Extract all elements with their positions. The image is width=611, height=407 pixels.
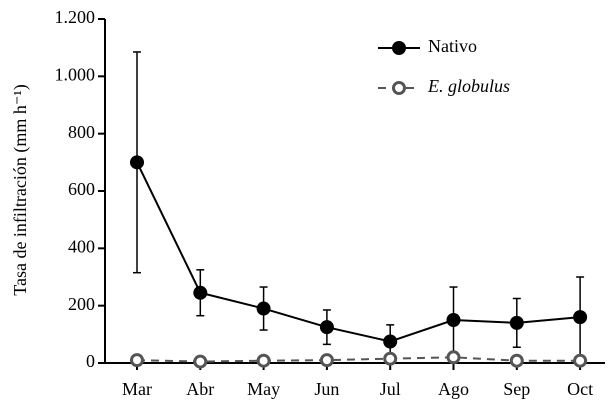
- point: [130, 353, 144, 368]
- point: [509, 315, 524, 330]
- point: [446, 313, 461, 327]
- x-tick-label: Ago: [438, 379, 469, 399]
- x-tick-label: Jul: [380, 379, 401, 399]
- y-tick-label: 200: [68, 294, 95, 314]
- point: [256, 353, 271, 368]
- series-line: [136, 356, 581, 363]
- point: [446, 350, 461, 365]
- legend-label: Nativo: [428, 36, 477, 56]
- point: [383, 334, 398, 349]
- x-tick-label: Mar: [122, 379, 152, 399]
- x-tick-label: Jun: [314, 379, 339, 399]
- y-axis-label: Tasa de infiltración (mm h⁻¹): [10, 84, 31, 296]
- x-tick-label: Abr: [186, 379, 214, 399]
- x-tick-label: Oct: [567, 379, 593, 399]
- legend-marker: [392, 81, 406, 95]
- point: [130, 155, 144, 170]
- y-tick-label: 600: [68, 179, 95, 199]
- point: [383, 351, 398, 366]
- y-tick-label: 400: [68, 236, 95, 256]
- x-tick-label: May: [247, 379, 280, 399]
- y-tick-label: 1.200: [55, 7, 96, 27]
- point: [573, 310, 588, 325]
- point: [573, 353, 588, 368]
- point: [509, 353, 524, 368]
- legend-label: E. globulus: [427, 76, 510, 96]
- legend-marker: [392, 41, 406, 55]
- point: [256, 301, 271, 316]
- series-line: [136, 161, 581, 343]
- point: [319, 320, 334, 335]
- y-tick-label: 0: [86, 351, 95, 371]
- y-tick-label: 800: [68, 122, 95, 142]
- point: [193, 354, 208, 369]
- point: [319, 353, 334, 368]
- y-tick-label: 1.000: [55, 64, 96, 84]
- point: [193, 285, 208, 300]
- x-tick-label: Sep: [503, 379, 530, 399]
